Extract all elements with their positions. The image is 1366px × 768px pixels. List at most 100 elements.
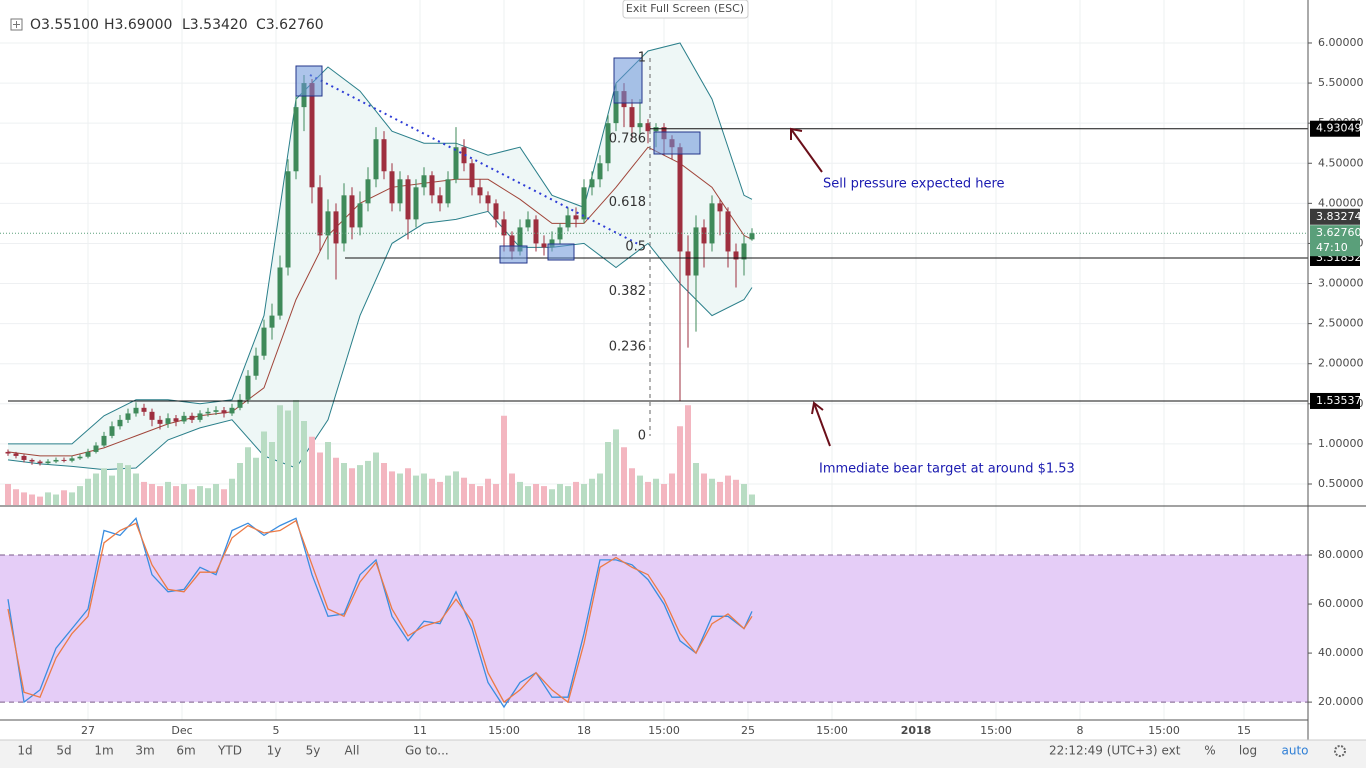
volume-bar [693,463,699,505]
volume-bar [605,442,611,505]
volume-bar [645,481,651,505]
range-button[interactable]: 1m [94,744,113,758]
volume-bar [125,465,131,505]
expand-icon[interactable] [10,18,23,31]
ohlc-high: H3.69000 [104,17,172,33]
option-button[interactable]: log [1239,744,1257,758]
candle-body [533,219,539,244]
volume-bar [549,489,555,505]
volume-bar [725,475,731,505]
volume-bar [317,452,323,505]
candle-body [685,251,691,276]
volume-bar [109,475,115,505]
y-tick-label: 60.0000 [1318,597,1364,610]
candle-body [565,215,571,228]
option-button[interactable]: % [1204,744,1215,758]
volume-bar [349,468,355,505]
current-price-tag [1310,225,1360,257]
x-tick-label: 2018 [901,724,932,737]
price-tag [1310,208,1360,225]
candle-body [197,413,203,420]
stoch-d [7,519,753,704]
range-button[interactable]: 5y [306,744,321,758]
y-tick-label: 0.50000 [1318,477,1364,490]
stoch-k [7,517,753,709]
highlight-box [613,57,643,104]
candle-body [293,107,299,172]
volume-bar [565,486,571,505]
candle-body [45,461,51,464]
volume-bar [509,473,515,505]
highlight-box [499,245,528,264]
y-tick-label: 1.00000 [1318,437,1364,450]
volume-bar [141,481,147,505]
arrow-head [811,401,824,415]
candle-body [341,195,347,244]
volume-bar [197,486,203,505]
volume-bar [189,489,195,505]
candle-body [69,458,75,461]
volume-bar [213,484,219,505]
fib-label: 0.382 [609,284,646,299]
candle-body [421,175,427,188]
y-tick-label: 40.0000 [1318,646,1364,659]
volume-bar [381,463,387,505]
candle-body [117,419,123,427]
volume-bar [461,477,467,505]
axes: 0.500001.000001.500002.000002.500003.000… [81,36,1364,737]
candle-body [509,235,515,252]
volume-bar [653,478,659,505]
range-button[interactable]: 1d [17,744,32,758]
candle-body [173,418,179,422]
volume-bar [69,492,75,505]
candle-body [437,195,443,204]
candle-body [749,233,755,240]
volume-bar [85,478,91,505]
annotation: Immediate bear target at around $1.53 [819,462,1075,477]
goto-button[interactable]: Go to... [405,744,449,758]
x-tick-label: 8 [1077,724,1084,737]
volume-bar [421,473,427,505]
option-button[interactable]: auto [1281,744,1308,758]
option-button[interactable]: ext [1162,744,1181,758]
range-button[interactable]: 6m [176,744,195,758]
range-button[interactable]: 5d [56,744,71,758]
current-price-label: 3.62760 [1316,226,1362,239]
x-tick-label: 15:00 [816,724,848,737]
volume-bar [397,473,403,505]
highlight-box [295,65,323,97]
range-button[interactable]: All [345,744,360,758]
volume-bar [365,460,371,505]
volume-bar [525,486,531,505]
price-tag-label: 3.83274 [1316,210,1362,223]
candle-body [61,459,67,461]
exit-fullscreen-button[interactable] [622,0,749,19]
volume-bar [205,488,211,505]
candle-body [485,195,491,204]
candle-body [205,411,211,414]
volume-bar [685,405,691,505]
volume-bar [589,478,595,505]
range-button[interactable]: 1y [267,744,282,758]
bollinger-upper [8,42,753,445]
candle-body [413,187,419,220]
volume-bar [21,492,27,505]
range-button[interactable]: YTD [217,744,242,758]
volume-bar [101,468,107,505]
candle-body [101,435,107,446]
volume-bar [613,429,619,505]
x-tick-label: 15 [1237,724,1251,737]
settings-icon[interactable] [1334,745,1346,757]
volume-bar [301,421,307,505]
volume-bar [357,465,363,505]
candle-body [397,179,403,204]
volume-bar [629,468,635,505]
candle-body [573,215,579,220]
candle-body [405,179,411,220]
volume-bar [13,489,19,505]
candle-body [317,187,323,236]
countdown-label: 47:10 [1316,241,1348,254]
candle-body [29,459,35,462]
range-button[interactable]: 3m [135,744,154,758]
